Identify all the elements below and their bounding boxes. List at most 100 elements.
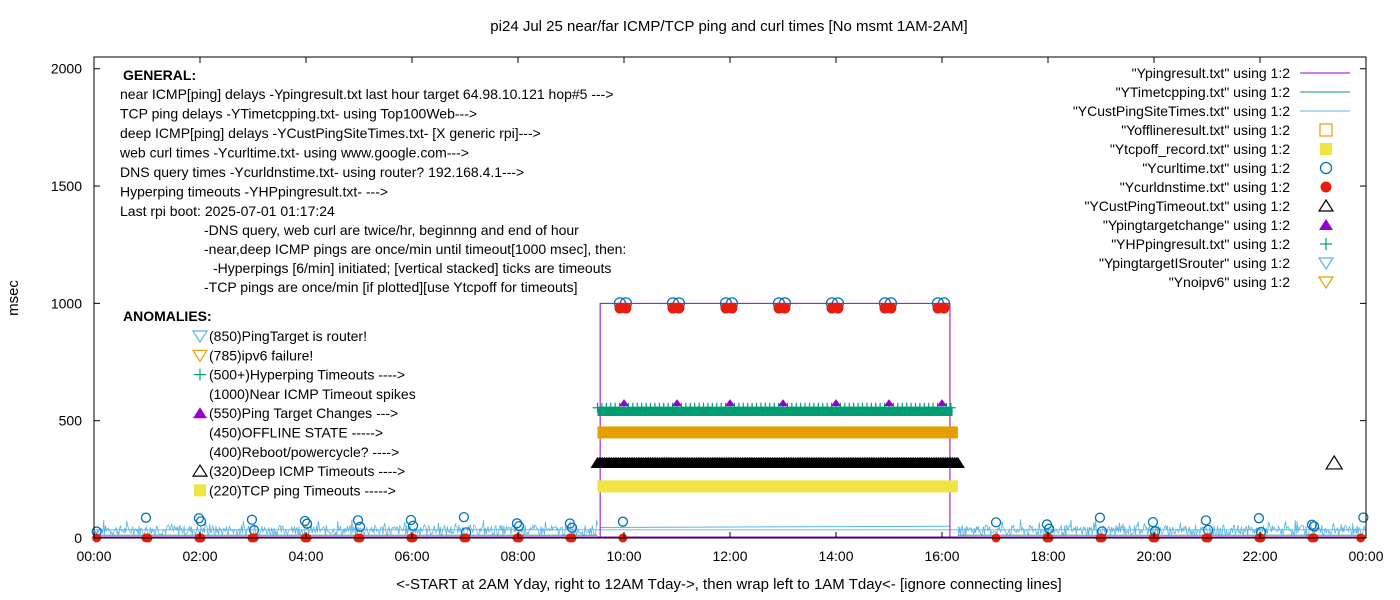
general-line: web curl times -Ycurltime.txt- using www… xyxy=(119,145,469,161)
x-tick-label: 04:00 xyxy=(288,548,323,564)
x-axis-label: <-START at 2AM Yday, right to 12AM Tday-… xyxy=(396,576,1061,593)
dns-time-point xyxy=(726,302,738,314)
ping-target-change-marker xyxy=(884,399,894,407)
dns-time-point xyxy=(832,302,844,314)
legend-swatch xyxy=(1320,181,1332,193)
general-note: -TCP pings are once/min [if plotted][use… xyxy=(204,279,578,295)
x-tick-label: 18:00 xyxy=(1030,548,1065,564)
legend-swatch xyxy=(1320,143,1332,155)
legend: "Ypingresult.txt" using 1:2 "YTimetcpping… xyxy=(1073,65,1350,290)
ping-target-change-marker xyxy=(831,399,841,407)
legend-label: "Ycurldnstime.txt" using 1:2 xyxy=(1120,179,1290,195)
y-tick-label: 1000 xyxy=(51,295,82,311)
dns-time-point xyxy=(779,302,791,314)
chart-title: pi24 Jul 25 near/far ICMP/TCP ping and c… xyxy=(490,18,967,35)
curl-time-point xyxy=(1253,513,1265,524)
legend-swatch xyxy=(1319,161,1333,175)
general-line: deep ICMP[ping] delays -YCustPingSiteTim… xyxy=(120,125,541,141)
deep-icmp-timeout-marker xyxy=(950,456,965,468)
legend-label: "Yofflineresult.txt" using 1:2 xyxy=(1121,122,1290,138)
x-tick-label: 00:00 xyxy=(1348,548,1383,564)
legend-swatch xyxy=(1320,238,1332,250)
curl-time-point xyxy=(246,514,258,525)
anomaly-line: (400)Reboot/powercycle? ----> xyxy=(209,444,399,460)
dns-time-point xyxy=(673,302,685,314)
annotations: GENERAL: near ICMP[ping] delays -Ypingres… xyxy=(119,67,626,498)
legend-label: "Ypingresult.txt" using 1:2 xyxy=(1132,65,1291,81)
legend-label: "Ycurltime.txt" using 1:2 xyxy=(1142,160,1290,176)
anomaly-marker xyxy=(191,330,209,344)
ping-target-change-marker xyxy=(937,399,947,407)
x-tick-label: 16:00 xyxy=(924,548,959,564)
anomaly-line: (850)PingTarget is router! xyxy=(209,328,367,344)
anomaly-line: (785)ipv6 failure! xyxy=(209,347,313,363)
axes: 00:00 02:00 04:00 06:00 08:00 10:00 12:00 14:00… xyxy=(51,57,1384,564)
deep-icmp-timeout-marker xyxy=(1325,454,1344,470)
dns-time-point xyxy=(620,302,632,314)
legend-swatch xyxy=(1317,257,1335,271)
legend-label: "Ypingtargetchange" using 1:2 xyxy=(1103,217,1290,233)
curl-time-point xyxy=(513,520,525,532)
anomaly-marker xyxy=(194,484,206,497)
ping-target-change-marker xyxy=(672,399,682,407)
general-line: TCP ping delays -YTimetcpping.txt- using… xyxy=(120,106,477,122)
x-tick-label: 20:00 xyxy=(1136,548,1171,564)
y-axis-label: msec xyxy=(5,280,22,316)
general-line: DNS query times -Ycurldnstime.txt- using… xyxy=(120,164,524,180)
anomaly-line: (1000)Near ICMP Timeout spikes xyxy=(209,386,416,402)
legend-swatch xyxy=(1317,276,1335,290)
offline-state-band xyxy=(597,426,958,439)
tcp-ping-band xyxy=(597,406,953,416)
anomaly-line: (220)TCP ping Timeouts -----> xyxy=(209,482,396,498)
x-tick-label: 12:00 xyxy=(712,548,747,564)
anomaly-marker xyxy=(191,463,209,477)
dns-time-point xyxy=(885,302,897,314)
curl-time-point xyxy=(990,517,1002,528)
curl-time-point xyxy=(1094,512,1106,523)
deep-ping-noise-right xyxy=(957,519,1367,538)
legend-label: "YCustPingTimeout.txt" using 1:2 xyxy=(1084,198,1290,214)
y-tick-label: 500 xyxy=(59,413,83,429)
anomaly-line: (500+)Hyperping Timeouts ----> xyxy=(209,367,405,383)
deep-ping-outage-level xyxy=(600,525,950,528)
curl-time-point xyxy=(354,521,366,532)
anomaly-line: (550)Ping Target Changes ---> xyxy=(209,405,398,421)
curl-time-point xyxy=(617,516,629,527)
legend-label: "YTimetcpping.txt" using 1:2 xyxy=(1116,84,1291,100)
curl-time-point xyxy=(1043,523,1055,534)
curl-time-point xyxy=(405,514,417,526)
curl-time-point xyxy=(407,520,419,531)
curl-time-point xyxy=(1358,512,1369,523)
hyperping-timeout-tick xyxy=(945,402,956,413)
near-ping-timeout-box xyxy=(599,302,951,538)
x-tick-label: 10:00 xyxy=(606,548,641,564)
curl-time-point xyxy=(566,522,578,533)
x-tick-label: 02:00 xyxy=(182,548,217,564)
curl-time-point xyxy=(193,513,205,524)
data-marks xyxy=(91,297,1369,543)
curl-time-point xyxy=(195,516,207,527)
y-tick-label: 2000 xyxy=(51,61,82,77)
y-tick-label: 0 xyxy=(74,530,82,546)
legend-label: "YpingtargetISrouter" using 1:2 xyxy=(1099,255,1290,271)
x-tick-label: 00:00 xyxy=(76,548,111,564)
tcp-ping-timeout-band xyxy=(597,480,958,493)
general-note: -Hyperpings [6/min] initiated; [vertical… xyxy=(213,260,611,276)
general-note: -DNS query, web curl are twice/hr, begin… xyxy=(204,222,579,238)
curl-time-point xyxy=(511,518,523,529)
ping-target-change-marker xyxy=(619,399,629,407)
general-header: GENERAL: xyxy=(123,67,196,83)
anomaly-marker xyxy=(194,368,206,381)
curl-time-point xyxy=(352,515,364,526)
anomaly-marker xyxy=(193,407,207,419)
legend-swatch xyxy=(1319,219,1333,230)
anomaly-line: (450)OFFLINE STATE -----> xyxy=(209,425,383,441)
legend-label: "YCustPingSiteTimes.txt" using 1:2 xyxy=(1073,103,1290,119)
general-line: Last rpi boot: 2025-07-01 01:17:24 xyxy=(120,203,335,219)
curl-time-point xyxy=(1306,519,1318,530)
curl-time-point xyxy=(1200,515,1212,526)
anomaly-marker xyxy=(191,349,209,363)
legend-swatch xyxy=(1317,198,1335,212)
curl-time-point xyxy=(1147,516,1159,528)
